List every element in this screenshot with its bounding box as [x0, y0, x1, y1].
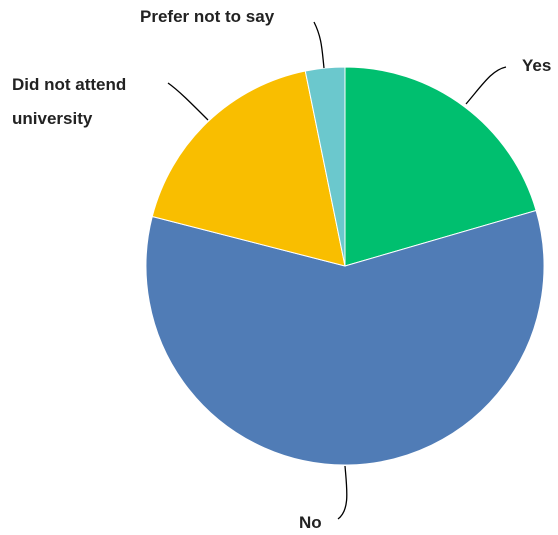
- pie-slices: [145, 66, 545, 466]
- slice-label-no: No: [299, 513, 322, 532]
- slice-labels: Yes No Did not attend university Prefer …: [12, 7, 551, 532]
- leader-line-did-not-attend: [167, 82, 209, 121]
- leader-lines: [167, 21, 507, 520]
- slice-label-did-not-attend-line2: university: [12, 109, 93, 128]
- pie-slice-yes: [344, 66, 537, 267]
- slice-label-did-not-attend-line1: Did not attend: [12, 75, 126, 94]
- slice-label-did-not-attend: Did not attend university: [12, 75, 131, 128]
- leader-line-prefer-not: [313, 21, 325, 69]
- pie-slice-prefer-not-to-say: [304, 66, 346, 267]
- pie-slice-no: [145, 209, 545, 466]
- slice-label-yes: Yes: [522, 56, 551, 75]
- pie-slice-did-not-attend-university: [151, 70, 346, 267]
- leader-line-yes: [465, 66, 507, 105]
- leader-line-no: [337, 465, 348, 520]
- slice-label-prefer-not: Prefer not to say: [140, 7, 275, 26]
